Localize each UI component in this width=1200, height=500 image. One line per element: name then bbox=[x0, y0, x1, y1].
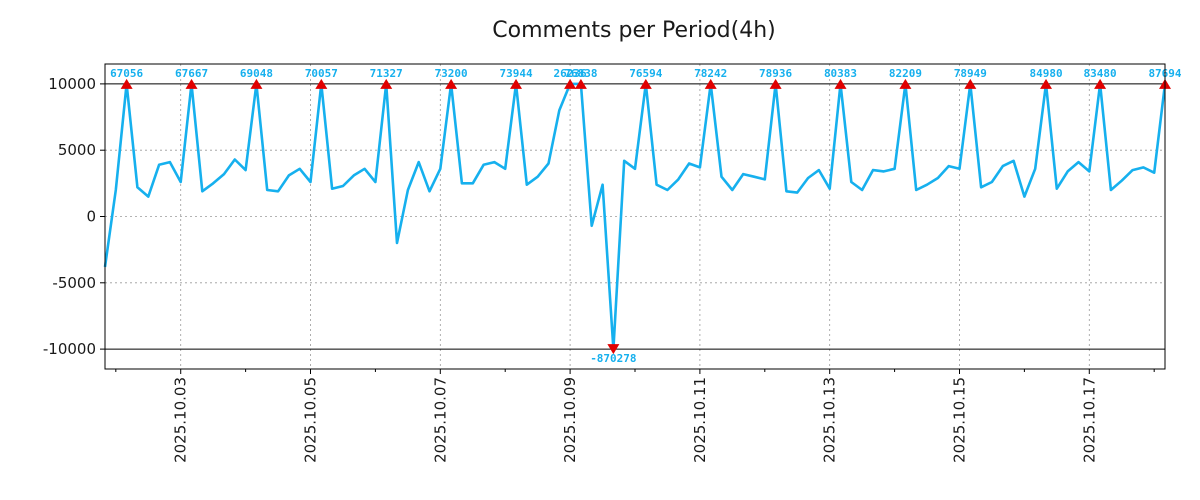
grid bbox=[105, 64, 1165, 369]
peak-label: 76838 bbox=[564, 67, 597, 80]
peak-label: 70057 bbox=[305, 67, 338, 80]
x-tick-label: 2025.10.11 bbox=[691, 377, 709, 463]
clip-marker-up bbox=[315, 78, 328, 89]
y-tick-label: 5000 bbox=[58, 141, 96, 159]
plot-frame bbox=[104, 63, 1166, 370]
clip-marker-down bbox=[607, 344, 620, 355]
peak-label: 82209 bbox=[889, 67, 922, 80]
clip-marker-up bbox=[1094, 78, 1107, 89]
clip-marker-up bbox=[564, 78, 577, 89]
x-tick-label: 2025.10.09 bbox=[561, 377, 579, 463]
clip-marker-up bbox=[834, 78, 847, 89]
y-tick-label: 0 bbox=[86, 208, 96, 226]
peak-label: 78936 bbox=[759, 67, 792, 80]
clip-marker-up bbox=[899, 78, 912, 89]
y-tick-label: -5000 bbox=[52, 274, 96, 292]
peak-label: 73944 bbox=[499, 67, 532, 80]
peak-label: 67056 bbox=[110, 67, 143, 80]
peak-label: 78949 bbox=[954, 67, 987, 80]
peak-label: 76594 bbox=[629, 67, 662, 80]
y-tick-label: -10000 bbox=[43, 340, 96, 358]
clip-marker-up bbox=[639, 78, 652, 89]
clip-marker-up bbox=[185, 78, 198, 89]
x-tick-label: 2025.10.03 bbox=[172, 377, 190, 463]
clip-marker-up bbox=[445, 78, 458, 89]
axis-ticks: 10000 5000 0 -5000 -10000 2025.10.03 2025.10.0… bbox=[43, 75, 1155, 463]
clip-lines bbox=[105, 83, 1165, 350]
x-tick-label: 2025.10.05 bbox=[302, 377, 320, 463]
clip-markers bbox=[120, 78, 1171, 355]
clip-marker-up bbox=[510, 78, 523, 89]
x-tick-label: 2025.10.07 bbox=[431, 377, 449, 463]
peak-label: 78242 bbox=[694, 67, 727, 80]
clip-marker-up bbox=[1040, 78, 1053, 89]
peak-label: 83480 bbox=[1084, 67, 1117, 80]
clip-marker-up bbox=[250, 78, 263, 89]
peak-label: 80383 bbox=[824, 67, 857, 80]
peak-label: 26236 bbox=[554, 67, 587, 80]
clip-marker-up bbox=[574, 78, 587, 89]
y-tick-label: 10000 bbox=[48, 75, 96, 93]
clip-marker-up bbox=[769, 78, 782, 89]
peak-label: 73200 bbox=[435, 67, 468, 80]
peak-labels: 67056 67667 69048 70057 71327 73200 73944 26236… bbox=[110, 67, 1182, 365]
peak-label: 67667 bbox=[175, 67, 208, 80]
peak-label: 84980 bbox=[1029, 67, 1062, 80]
peak-label: -870278 bbox=[590, 352, 636, 365]
chart-title: Comments per Period(4h) bbox=[492, 18, 776, 43]
clip-marker-up bbox=[704, 78, 717, 89]
x-tick-label: 2025.10.13 bbox=[821, 377, 839, 463]
peak-label: 71327 bbox=[370, 67, 403, 80]
clip-marker-up bbox=[964, 78, 977, 89]
x-tick-label: 2025.10.17 bbox=[1080, 377, 1098, 463]
x-tick-label: 2025.10.15 bbox=[950, 377, 968, 463]
series-line-comments bbox=[103, 82, 1167, 351]
clip-marker-up bbox=[120, 78, 133, 89]
clip-marker-up bbox=[380, 78, 393, 89]
peak-label: 69048 bbox=[240, 67, 273, 80]
